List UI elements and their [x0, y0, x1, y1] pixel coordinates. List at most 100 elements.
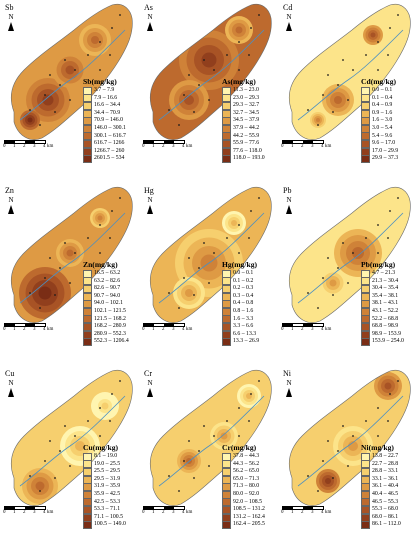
legend-swatch — [361, 147, 370, 156]
river-line — [158, 395, 265, 487]
legend-swatch — [361, 307, 370, 316]
legend-swatch — [222, 94, 231, 103]
legend-label: 0.1 – 0.2 — [233, 277, 254, 284]
legend-label: 21.3 – 30.4 — [372, 277, 399, 284]
legend-entry: 34.4 – 70.9 — [83, 109, 139, 118]
north-arrow-icon — [286, 205, 292, 214]
legend-swatch — [83, 284, 92, 293]
legend-swatch — [222, 284, 231, 293]
sample-point — [54, 294, 56, 296]
sample-point — [99, 224, 101, 226]
interpolation-map — [289, 186, 411, 323]
sample-point — [307, 475, 309, 477]
legend-entry: 44.2 – 55.9 — [222, 132, 278, 141]
legend-entry: 0.0 – 0.1 — [222, 269, 278, 278]
legend-swatch — [83, 330, 92, 339]
legend-label: 53.3 – 71.1 — [94, 506, 121, 513]
sample-point — [377, 252, 379, 254]
concentration-zone — [38, 286, 52, 300]
river-line — [297, 29, 404, 121]
legend-entry: 616.7 – 1266 — [83, 139, 139, 148]
map-panel-cu: Cu N Cu(mg/kg) 8.1 – 19.0 19.0 – 25.5 25.5 – … — [0, 366, 139, 549]
legend-label: 36.1 – 40.4 — [372, 483, 399, 490]
study-area-boundary — [150, 3, 272, 140]
legend-label: 68.8 – 98.9 — [372, 323, 399, 330]
legend-entry: 131.2 – 162.4 — [222, 513, 278, 522]
map-panel-ni: Ni N Ni(mg/kg) 13.8 – 22.7 22.7 – 28.8 28.8 –… — [278, 366, 417, 549]
legend-entry: 38.1 – 43.1 — [361, 300, 417, 309]
legend-swatch — [222, 139, 231, 148]
sample-point — [44, 460, 46, 462]
legend-swatch — [361, 513, 370, 522]
legend-swatch — [222, 269, 231, 278]
legend-label: 38.1 – 43.1 — [372, 300, 399, 307]
scale-label: 1 — [152, 144, 155, 149]
legend-label: 146.0 – 300.1 — [94, 124, 126, 131]
legend-entry: 0.4 – 0.9 — [361, 101, 417, 110]
legend-entry: 3.7 – 7.9 — [83, 86, 139, 95]
sample-point — [198, 450, 200, 452]
legend-swatch — [222, 330, 231, 339]
legend-swatch — [222, 452, 231, 461]
legend: Sb(mg/kg) 3.7 – 7.9 7.9 – 16.6 16.6 – 34.4 3… — [83, 77, 139, 164]
legend-label: 1.6 – 3.0 — [372, 117, 393, 124]
scale-label: 0 — [3, 327, 6, 332]
legend-swatch — [361, 139, 370, 148]
north-arrow-icon — [147, 388, 153, 397]
legend-swatch — [222, 101, 231, 110]
legend-label: 22.7 – 28.8 — [372, 460, 399, 467]
sample-point — [119, 14, 121, 16]
legend-entry: 52.2 – 68.8 — [361, 315, 417, 324]
legend-entry: 35.9 – 42.5 — [83, 490, 139, 499]
legend-label: 29.3 – 32.7 — [233, 102, 260, 109]
legend-entry: 0.1 – 0.2 — [222, 277, 278, 286]
legend-swatch — [83, 300, 92, 309]
legend-label: 0.0 – 0.1 — [233, 270, 254, 276]
sample-point — [248, 420, 250, 422]
legend-label: 8.1 – 19.0 — [94, 453, 118, 459]
legend-swatch — [361, 315, 370, 324]
scale-label: 3 — [172, 144, 175, 149]
concentration-zone — [325, 478, 331, 484]
legend-label: 108.5 – 131.2 — [233, 506, 265, 513]
concentration-zone — [329, 279, 337, 287]
legend-swatch — [222, 338, 231, 347]
sample-point — [213, 435, 215, 437]
study-area-boundary — [289, 3, 411, 140]
legend-entry: 0.8 – 1.6 — [222, 307, 278, 316]
legend-swatch — [83, 460, 92, 469]
scale-label: 3 — [172, 510, 175, 515]
legend: Cu(mg/kg) 8.1 – 19.0 19.0 – 25.5 25.5 – 29.… — [83, 443, 139, 530]
scale-label: 1 — [291, 144, 294, 149]
scale-label: km — [325, 327, 332, 332]
sample-point — [248, 54, 250, 56]
sample-point — [322, 94, 324, 96]
sample-point — [342, 425, 344, 427]
scale-bar: 0 1 2 3 4 km — [142, 506, 197, 518]
legend-label: 3.3 – 6.6 — [233, 323, 254, 330]
north-label: N — [286, 196, 292, 204]
river-line — [297, 395, 404, 487]
legend: Cr(mg/kg) 37.8 – 44.3 44.3 – 56.2 56.2 – 65… — [222, 443, 278, 530]
legend-entry: 8.1 – 19.0 — [83, 452, 139, 461]
legend-swatch — [83, 94, 92, 103]
legend-entry: 36.1 – 40.4 — [361, 483, 417, 492]
legend-swatch — [222, 292, 231, 301]
sample-point — [258, 197, 260, 199]
north-arrow-icon — [286, 22, 292, 31]
legend-label: 55.9 – 77.6 — [233, 140, 260, 147]
legend-label: 13.3 – 26.9 — [233, 338, 260, 345]
sample-point — [352, 435, 354, 437]
sample-point — [208, 282, 210, 284]
sample-point — [109, 54, 111, 56]
legend-label: 153.9 – 254.0 — [372, 338, 404, 345]
legend-swatch — [83, 521, 92, 530]
legend-entry: 30.4 – 35.4 — [361, 284, 417, 293]
sample-point — [307, 292, 309, 294]
concentration-zone — [185, 289, 193, 297]
legend-label: 37.8 – 44.3 — [233, 453, 260, 459]
legend-label: 34.4 – 70.9 — [94, 109, 121, 116]
sample-point — [389, 27, 391, 29]
legend-label: 9.6 – 17.0 — [372, 140, 396, 147]
legend-swatch — [361, 452, 370, 461]
